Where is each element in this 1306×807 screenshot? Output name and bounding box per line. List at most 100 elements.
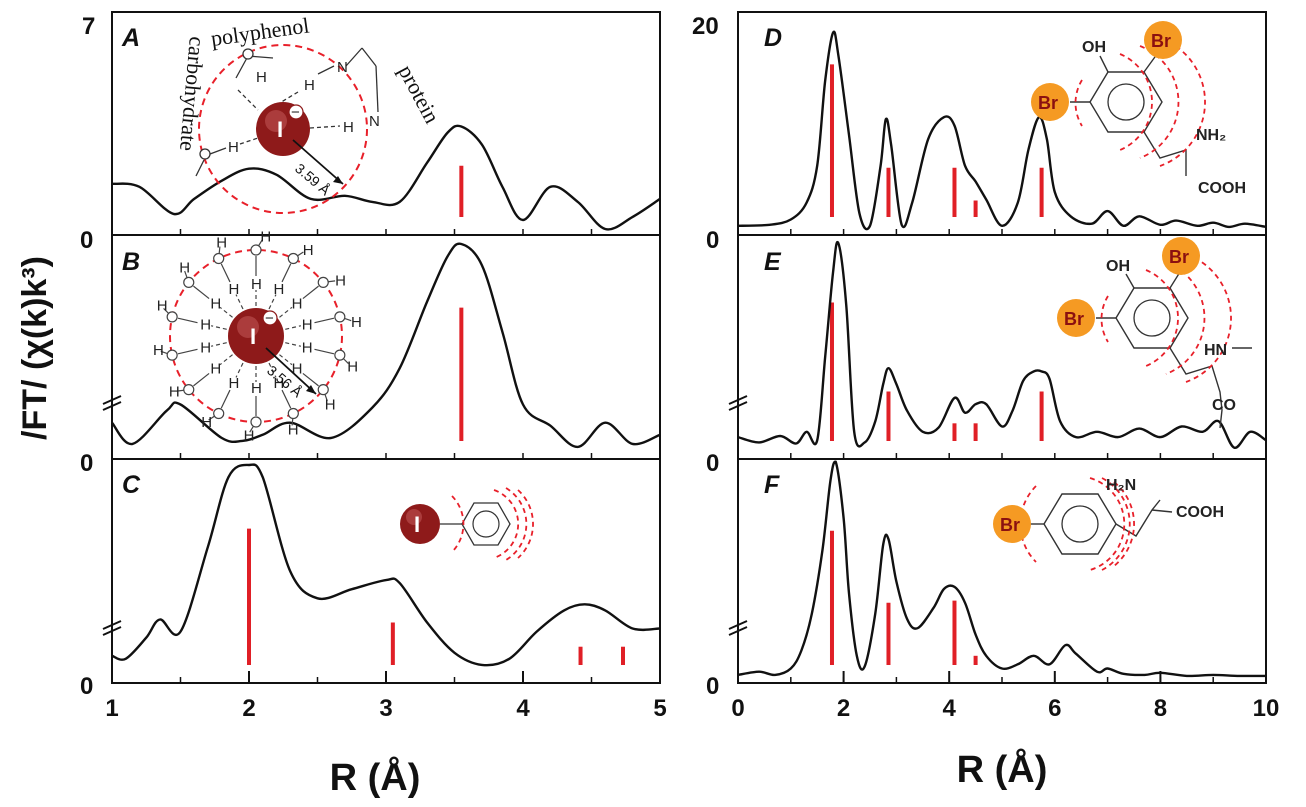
oh-bond <box>291 418 294 426</box>
spectrum-line-b <box>111 242 661 449</box>
benzene-ring <box>1115 287 1189 349</box>
hydrogen-label: H <box>228 139 239 156</box>
bromine-symbol: Br <box>1000 515 1020 535</box>
carbonyl-label: CO <box>1212 397 1236 414</box>
h-bond <box>235 362 244 378</box>
hydroxyl-label: OH <box>1082 39 1106 56</box>
y-axis-label: /FT/ (χ(k)k³) <box>16 256 54 440</box>
aromatic-circle <box>1107 83 1145 121</box>
oxygen-atom <box>250 244 262 256</box>
hydrogen-label: H <box>292 360 303 377</box>
bond-line <box>317 65 335 75</box>
spectrum-line-f <box>737 460 1267 678</box>
bond-line <box>345 47 363 67</box>
carboxyl-label: COOH <box>1176 504 1224 521</box>
axis-break-mark <box>102 620 122 630</box>
hydrogen-label: H <box>201 414 212 431</box>
panel-C-illustration: I <box>400 487 534 561</box>
charge-symbol: − <box>265 310 274 327</box>
bond-line <box>1151 509 1173 513</box>
axis-break-mark <box>728 626 748 636</box>
amine-label: NH₂ <box>1196 127 1226 144</box>
oh-bond <box>314 317 335 324</box>
hydrogen-label: H <box>292 296 303 313</box>
oxygen-atom <box>287 407 299 420</box>
h-bond <box>285 342 301 347</box>
bond-line <box>375 65 379 113</box>
right-x-axis: 0 2 4 6 8 10 <box>731 229 1279 722</box>
scattering-arcs <box>1074 37 1206 167</box>
bromine-atom <box>1057 299 1095 337</box>
x-tick-label: 8 <box>1154 695 1167 722</box>
atom-highlight <box>406 509 422 525</box>
left-x-axis: 1 2 3 4 5 <box>105 229 667 722</box>
oxygen-atom <box>317 276 329 288</box>
h-bond <box>211 325 227 330</box>
aromatic-circle <box>1061 505 1099 543</box>
hydroxyl-label: OH <box>1106 258 1130 275</box>
oxygen-atom <box>242 48 254 60</box>
left-x-axis-label: R (Å) <box>330 755 421 799</box>
oh-bond <box>163 308 170 314</box>
iodide-symbol: I <box>250 324 256 349</box>
axis-break-mark <box>728 395 748 405</box>
panel-D-frame <box>737 11 1267 236</box>
hydrogen-label: H <box>210 296 221 313</box>
atom-highlight <box>237 316 259 338</box>
spectrum-line-d <box>737 30 1267 231</box>
bromine-atom <box>1144 21 1182 59</box>
h-bond <box>268 362 277 378</box>
left-y-zero-label-a: 0 <box>80 227 93 254</box>
oh-bond <box>218 246 221 254</box>
oxygen-atom <box>199 148 211 160</box>
hydrogen-label: H <box>274 281 285 298</box>
arrow-head <box>306 385 316 394</box>
hydrogen-label: H <box>288 421 299 438</box>
x-tick-label: 4 <box>516 695 530 722</box>
oh-bond <box>328 280 336 283</box>
right-y-zero-label-d: 0 <box>706 227 719 254</box>
bromine-atom <box>993 505 1031 543</box>
hydrogen-label: H <box>200 316 211 333</box>
panel-A-illustration: H H N H N H I − 3.59 Å polyphenol protei… <box>175 12 445 214</box>
hydrogen-label: H <box>303 242 314 259</box>
benzene-ring <box>1089 71 1163 133</box>
axis-break-marks <box>102 395 748 636</box>
panel-label-e: E <box>764 248 782 276</box>
bond-line <box>195 159 205 177</box>
panel-F-illustration: Br H₂N COOH <box>993 477 1224 571</box>
polyphenol-label: polyphenol <box>209 12 311 51</box>
oxygen-atom <box>250 416 262 428</box>
panel-B-frame <box>111 234 661 460</box>
hydrogen-label: H <box>228 281 239 298</box>
charge-circle <box>262 310 278 326</box>
oh-bond <box>184 270 188 278</box>
x-tick-label: 3 <box>379 695 392 722</box>
left-y-zero-label-b: 0 <box>80 450 93 477</box>
hydrogen-label: H <box>260 228 271 245</box>
charge-symbol: − <box>291 104 300 121</box>
x-tick-label: 5 <box>653 695 666 722</box>
h-bond <box>279 306 293 318</box>
hydrogen-label: H <box>200 340 211 357</box>
hydrogen-label: H <box>274 375 285 392</box>
oxygen-atom <box>334 349 346 361</box>
charge-circle <box>288 104 304 120</box>
oxygen-atom <box>213 252 225 265</box>
h-bond <box>219 306 233 318</box>
distance-arrow <box>265 347 317 395</box>
nitrogen-label: N <box>369 113 380 130</box>
hydrogen-label: H <box>251 276 262 293</box>
oh-bond <box>344 317 352 322</box>
oxygen-atom <box>334 311 346 323</box>
oh-bond <box>208 415 215 421</box>
oh-bond <box>324 394 328 402</box>
panel-label-a: A <box>121 24 140 52</box>
oh-bond <box>281 389 292 409</box>
panel-label-b: B <box>122 248 140 276</box>
hydrogen-label: H <box>256 69 267 86</box>
hydrogen-label: H <box>216 235 227 252</box>
oxygen-atom <box>183 276 195 288</box>
scattering-arcs <box>451 487 534 561</box>
